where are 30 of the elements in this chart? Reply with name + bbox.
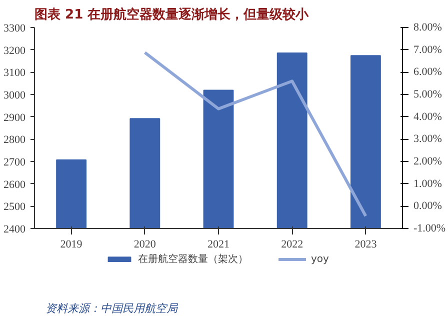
x-tick-label: 2023 bbox=[354, 238, 378, 250]
x-tick-label: 2022 bbox=[281, 238, 304, 250]
chart-title: 图表 21 在册航空器数量逐渐增长，但量级较小 bbox=[34, 6, 310, 22]
y2-tick-label: 6.00% bbox=[414, 66, 442, 78]
y2-tick-label: 4.00% bbox=[414, 110, 442, 123]
legend-label: yoy bbox=[311, 253, 330, 265]
y2-tick-label: 0.00% bbox=[414, 200, 442, 212]
y-tick-label: 2600 bbox=[4, 178, 26, 191]
y-tick-label: 2800 bbox=[4, 134, 26, 146]
y-tick-label: 3200 bbox=[4, 44, 26, 57]
y-tick-label: 3000 bbox=[4, 90, 26, 102]
y-tick-label: 2400 bbox=[4, 224, 26, 236]
x-tick-label: 2020 bbox=[134, 238, 156, 250]
y2-tick-label: -1.00% bbox=[414, 222, 446, 234]
x-tick-label: 2021 bbox=[208, 238, 230, 250]
y2-tick-label: 2.00% bbox=[414, 156, 442, 168]
y-tick-label: 3100 bbox=[4, 67, 26, 80]
text: 资料来源：中国民用航空局 bbox=[46, 302, 179, 316]
y2-tick-label: 8.00% bbox=[414, 22, 442, 34]
x-tick-label: 2019 bbox=[60, 238, 83, 250]
y2-tick-label: 1.00% bbox=[414, 178, 442, 190]
y2-tick-label: 7.00% bbox=[414, 44, 442, 56]
y-tick-label: 2900 bbox=[4, 112, 26, 124]
y-tick-label: 2700 bbox=[4, 156, 26, 168]
y2-tick-label: 5.00% bbox=[414, 88, 442, 100]
legend-label: 在册航空器数量（架次） bbox=[138, 252, 248, 266]
y-tick-label: 3300 bbox=[4, 22, 26, 34]
y2-tick-label: 3.00% bbox=[414, 133, 442, 146]
line-series bbox=[143, 51, 368, 218]
y-tick-label: 2500 bbox=[4, 201, 26, 214]
